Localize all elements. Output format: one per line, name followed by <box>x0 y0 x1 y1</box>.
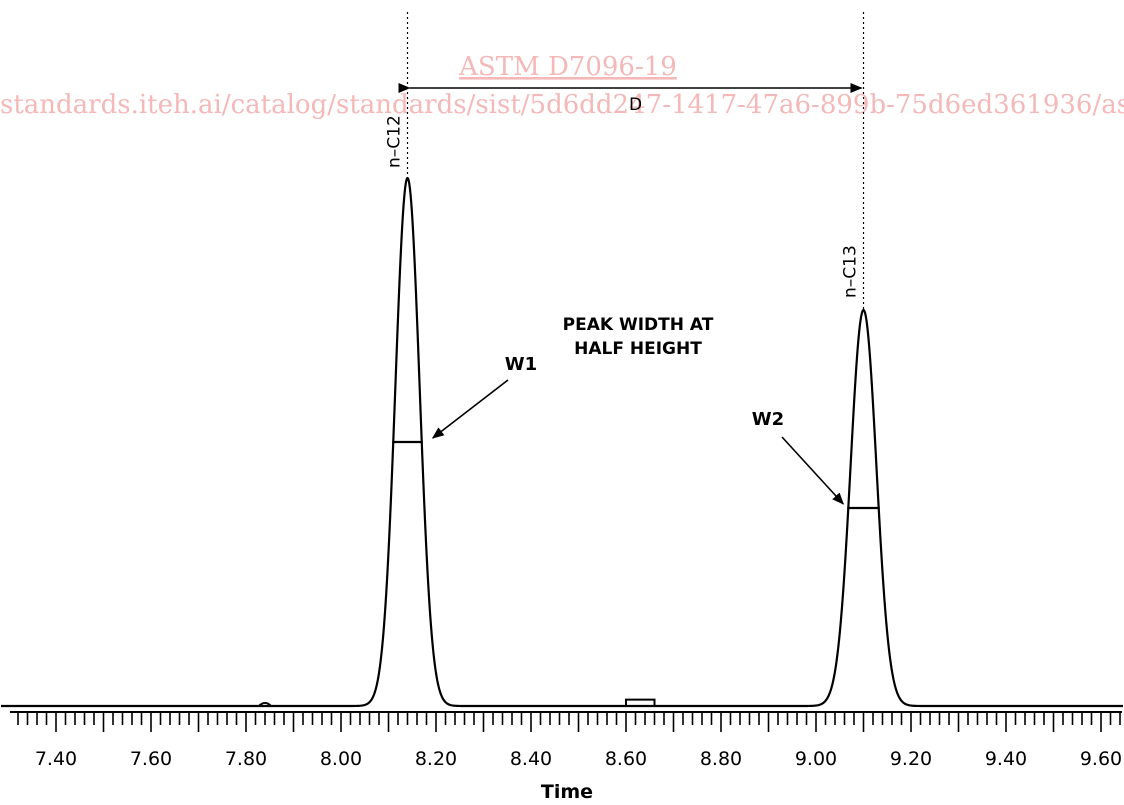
x-axis <box>10 711 1122 732</box>
x-tick-label: 9.40 <box>985 748 1027 770</box>
x-tick-label: 7.80 <box>225 748 267 770</box>
x-tick-label: 9.60 <box>1080 748 1122 770</box>
x-tick-label: 7.40 <box>35 748 77 770</box>
x-tick-label: 8.20 <box>415 748 457 770</box>
baseline-step <box>625 698 656 706</box>
x-tick-label: 7.60 <box>130 748 172 770</box>
distance-d-label: D <box>629 95 642 115</box>
w1-label: W1 <box>505 354 537 375</box>
half-height-caption-line1: PEAK WIDTH AT <box>563 315 714 335</box>
watermark-url: standards.iteh.ai/catalog/standards/sist… <box>0 90 1124 120</box>
x-tick-labels: 7.40 7.60 7.80 8.00 8.20 8.40 8.60 8.80 9.00 9.20… <box>35 748 1122 770</box>
chromatogram-trace <box>0 176 1124 708</box>
half-height-caption-line2: HALF HEIGHT <box>574 339 702 359</box>
w2-pointer-arrow <box>781 436 844 505</box>
x-tick-label: 8.80 <box>700 748 742 770</box>
x-axis-title: Time <box>541 781 593 803</box>
watermark-title: ASTM D7096-19 <box>458 52 677 82</box>
peak-c13-label: n–C13 <box>841 245 861 298</box>
w2-label: W2 <box>752 409 784 430</box>
x-tick-label: 8.00 <box>320 748 362 770</box>
peak-c12-label: n–C12 <box>385 115 405 168</box>
w1-pointer-arrow <box>431 379 509 439</box>
x-tick-label: 9.20 <box>890 748 932 770</box>
x-tick-label: 8.40 <box>510 748 552 770</box>
x-tick-label: 8.60 <box>605 748 647 770</box>
baseline-artifacts <box>258 698 656 707</box>
baseline-bump <box>258 701 272 707</box>
x-tick-label: 9.00 <box>795 748 837 770</box>
